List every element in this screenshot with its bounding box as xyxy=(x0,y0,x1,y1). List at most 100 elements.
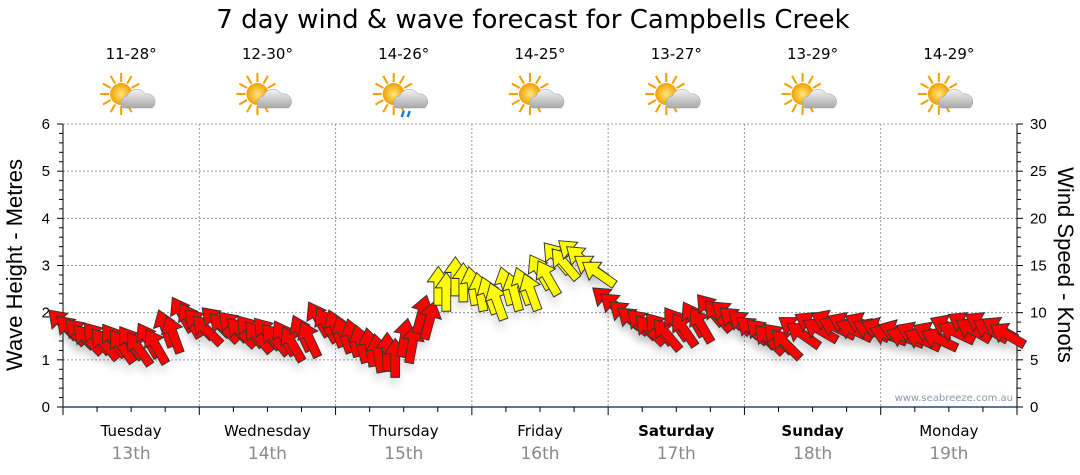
sun-ray xyxy=(131,82,140,89)
sun-ray xyxy=(238,99,248,106)
sun-ray xyxy=(382,75,389,85)
temperature-range: 11-28° xyxy=(106,45,157,63)
sun-ray xyxy=(654,75,662,85)
sun-ray xyxy=(126,75,133,85)
sun-ray xyxy=(511,99,521,106)
sun-ray xyxy=(109,75,117,85)
day-label: Friday xyxy=(517,422,563,440)
wind-arrow xyxy=(989,322,1028,350)
y2-tick-label: 25 xyxy=(1030,163,1047,180)
y2-tick-label: 15 xyxy=(1030,258,1047,275)
sun-cloud-icon xyxy=(645,73,701,115)
sun-ray xyxy=(109,103,117,113)
cloud xyxy=(120,88,156,109)
temperature-range: 12-30° xyxy=(242,45,293,63)
sun-ray xyxy=(535,75,542,85)
wind-arrow xyxy=(418,300,443,341)
sun-ray xyxy=(920,82,929,89)
sun-cloud-icon xyxy=(236,73,292,115)
y2-tick-label: 30 xyxy=(1030,116,1047,133)
y2-tick-label: 10 xyxy=(1030,305,1047,322)
rain-drops xyxy=(400,110,411,118)
sun-ray xyxy=(238,82,248,89)
sun-ray xyxy=(647,99,657,106)
sun-ray xyxy=(267,82,277,89)
date-label: 15th xyxy=(384,444,423,464)
y2-tick-label: 0 xyxy=(1030,399,1038,416)
cloud xyxy=(393,88,428,109)
y-tick-label: 5 xyxy=(42,163,50,180)
sun-ray xyxy=(927,103,934,113)
cloud xyxy=(665,88,701,109)
y-tick-label: 6 xyxy=(42,116,50,133)
sun-ray xyxy=(783,99,793,106)
sun-ray xyxy=(539,82,549,89)
y-axis-label: Wave Height - Metres xyxy=(2,159,27,371)
sun-ray xyxy=(102,82,112,89)
sun-ray xyxy=(654,103,662,113)
temperature-range: 13-29° xyxy=(787,45,838,63)
sun-ray xyxy=(102,99,112,106)
sun-cloud-icon xyxy=(100,73,156,115)
sun-ray xyxy=(262,75,269,85)
y-tick-label: 3 xyxy=(42,258,50,275)
sun-ray xyxy=(375,99,384,106)
temperature-range: 13-27° xyxy=(651,45,702,63)
wind-arrow xyxy=(144,328,171,366)
sun-ray xyxy=(920,99,929,106)
sun-cloud-icon xyxy=(781,73,837,115)
date-label: 14th xyxy=(248,444,287,464)
sun-ray xyxy=(671,75,678,85)
date-label: 19th xyxy=(929,444,968,464)
wind-arrow xyxy=(160,315,185,355)
y-tick-label: 1 xyxy=(42,352,50,369)
cloud xyxy=(802,88,837,109)
day-label: Wednesday xyxy=(224,422,311,440)
day-label: Tuesday xyxy=(100,422,162,440)
y2-tick-label: 20 xyxy=(1030,210,1047,227)
sun-ray xyxy=(246,103,253,113)
sun-cloud-icon xyxy=(509,73,565,115)
day-label: Monday xyxy=(919,422,978,440)
sun-cloud-rain-icon xyxy=(372,73,428,118)
sun-ray xyxy=(375,82,384,89)
sun-cloud-icon xyxy=(917,73,974,115)
cloud xyxy=(529,88,565,109)
sun-ray xyxy=(812,82,822,89)
day-label: Saturday xyxy=(638,422,715,440)
sun-ray xyxy=(518,103,525,113)
wind-arrow xyxy=(535,260,563,298)
y2-tick-label: 5 xyxy=(1030,352,1038,369)
cloud xyxy=(938,88,974,109)
temperature-range: 14-29° xyxy=(923,45,974,63)
sun-ray xyxy=(403,82,413,89)
sun-ray xyxy=(398,75,406,85)
sun-ray xyxy=(927,75,934,85)
y-tick-label: 4 xyxy=(42,210,50,227)
temperature-range: 14-25° xyxy=(514,45,565,63)
day-label: Sunday xyxy=(781,422,844,440)
chart-title: 7 day wind & wave forecast for Campbells… xyxy=(216,5,849,35)
wind-arrow xyxy=(297,320,323,360)
date-label: 18th xyxy=(793,444,832,464)
wind-arrow xyxy=(771,329,804,362)
wind-arrow xyxy=(518,272,543,313)
sun-ray xyxy=(791,75,798,85)
y-tick-label: 0 xyxy=(42,399,50,416)
date-label: 17th xyxy=(657,444,696,464)
watermark: www.seabreeze.com.au xyxy=(895,393,1013,404)
day-label: Thursday xyxy=(368,422,439,440)
sun-ray xyxy=(511,82,521,89)
sun-ray xyxy=(783,82,793,89)
sun-ray xyxy=(807,75,814,85)
date-label: 13th xyxy=(112,444,151,464)
wind-arrow xyxy=(581,261,618,289)
cloud xyxy=(257,88,292,109)
temperature-range: 14-26° xyxy=(378,45,429,63)
y2-axis-label: Wind Speed - Knots xyxy=(1053,167,1078,363)
date-label: 16th xyxy=(520,444,559,464)
sun-ray xyxy=(647,82,657,89)
sun-ray xyxy=(943,75,951,85)
